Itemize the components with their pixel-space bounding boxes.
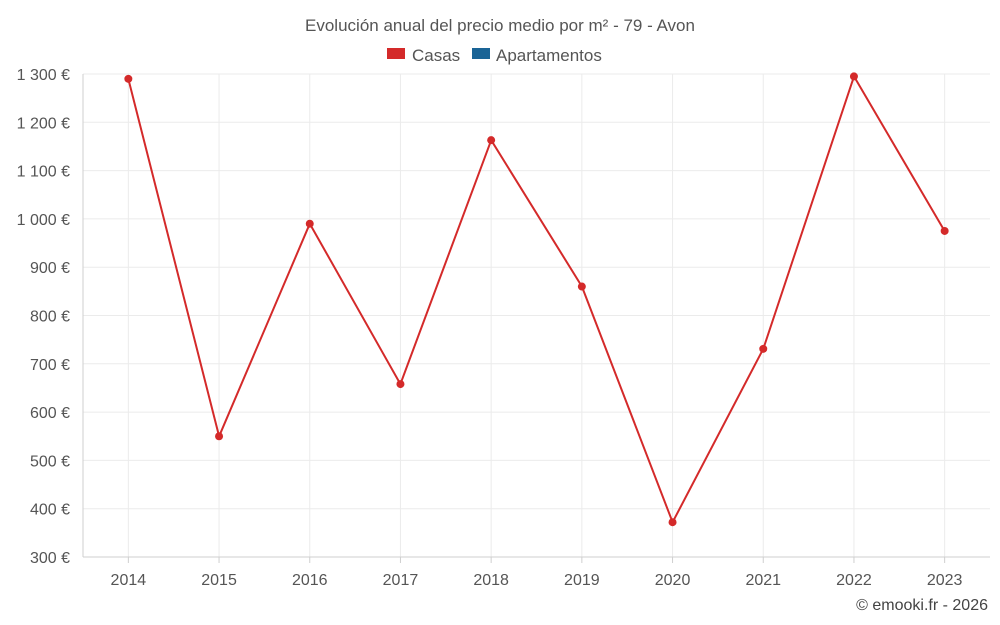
legend-label-casas: Casas (412, 46, 460, 65)
x-tick-label: 2015 (201, 572, 237, 589)
credit-text: © emooki.fr - 2026 (856, 597, 988, 614)
legend-swatch-apartamentos (472, 48, 490, 59)
y-tick-label: 500 € (30, 453, 70, 470)
legend-label-apartamentos: Apartamentos (496, 46, 602, 65)
data-point[interactable] (124, 74, 133, 83)
data-point[interactable] (759, 344, 768, 353)
x-axis: 2014 2015 2016 2017 2018 2019 2020 2021 2022 2023 (83, 556, 990, 589)
data-point[interactable] (940, 226, 949, 235)
x-tick-label: 2014 (111, 572, 147, 589)
y-tick-label: 600 € (30, 405, 70, 422)
x-tick-label: 2020 (655, 572, 691, 589)
x-tick-label: 2018 (473, 572, 509, 589)
legend: Casas Apartamentos (387, 46, 602, 65)
data-point[interactable] (487, 136, 496, 145)
series-line (127, 75, 946, 524)
y-axis: 300 € 400 € 500 € 600 € 700 € 800 € 900 € 1 000… (17, 67, 84, 567)
y-tick-label: 300 € (30, 550, 70, 567)
data-point[interactable] (396, 380, 405, 389)
legend-item-apartamentos[interactable]: Apartamentos (472, 46, 602, 65)
x-tick-label: 2016 (292, 572, 328, 589)
data-point[interactable] (849, 72, 858, 81)
data-point[interactable] (305, 219, 314, 228)
grid (83, 73, 990, 558)
y-tick-label: 1 200 € (17, 115, 70, 132)
x-tick-label: 2017 (383, 572, 419, 589)
legend-item-casas[interactable]: Casas (387, 46, 460, 65)
data-point[interactable] (215, 432, 224, 441)
data-point[interactable] (668, 518, 677, 527)
chart-title: Evolución anual del precio medio por m² … (305, 16, 695, 35)
x-tick-label: 2023 (927, 572, 963, 589)
data-point[interactable] (577, 282, 586, 291)
x-tick-label: 2022 (836, 572, 872, 589)
y-tick-label: 700 € (30, 357, 70, 374)
y-tick-label: 400 € (30, 502, 70, 519)
x-tick-label: 2021 (745, 572, 781, 589)
series-casas (124, 72, 949, 527)
y-tick-label: 800 € (30, 309, 70, 326)
x-tick-label: 2019 (564, 572, 600, 589)
y-tick-label: 1 300 € (17, 67, 70, 84)
y-tick-label: 1 100 € (17, 164, 70, 181)
y-tick-label: 1 000 € (17, 212, 70, 229)
y-tick-label: 900 € (30, 260, 70, 277)
legend-swatch-casas (387, 48, 405, 59)
